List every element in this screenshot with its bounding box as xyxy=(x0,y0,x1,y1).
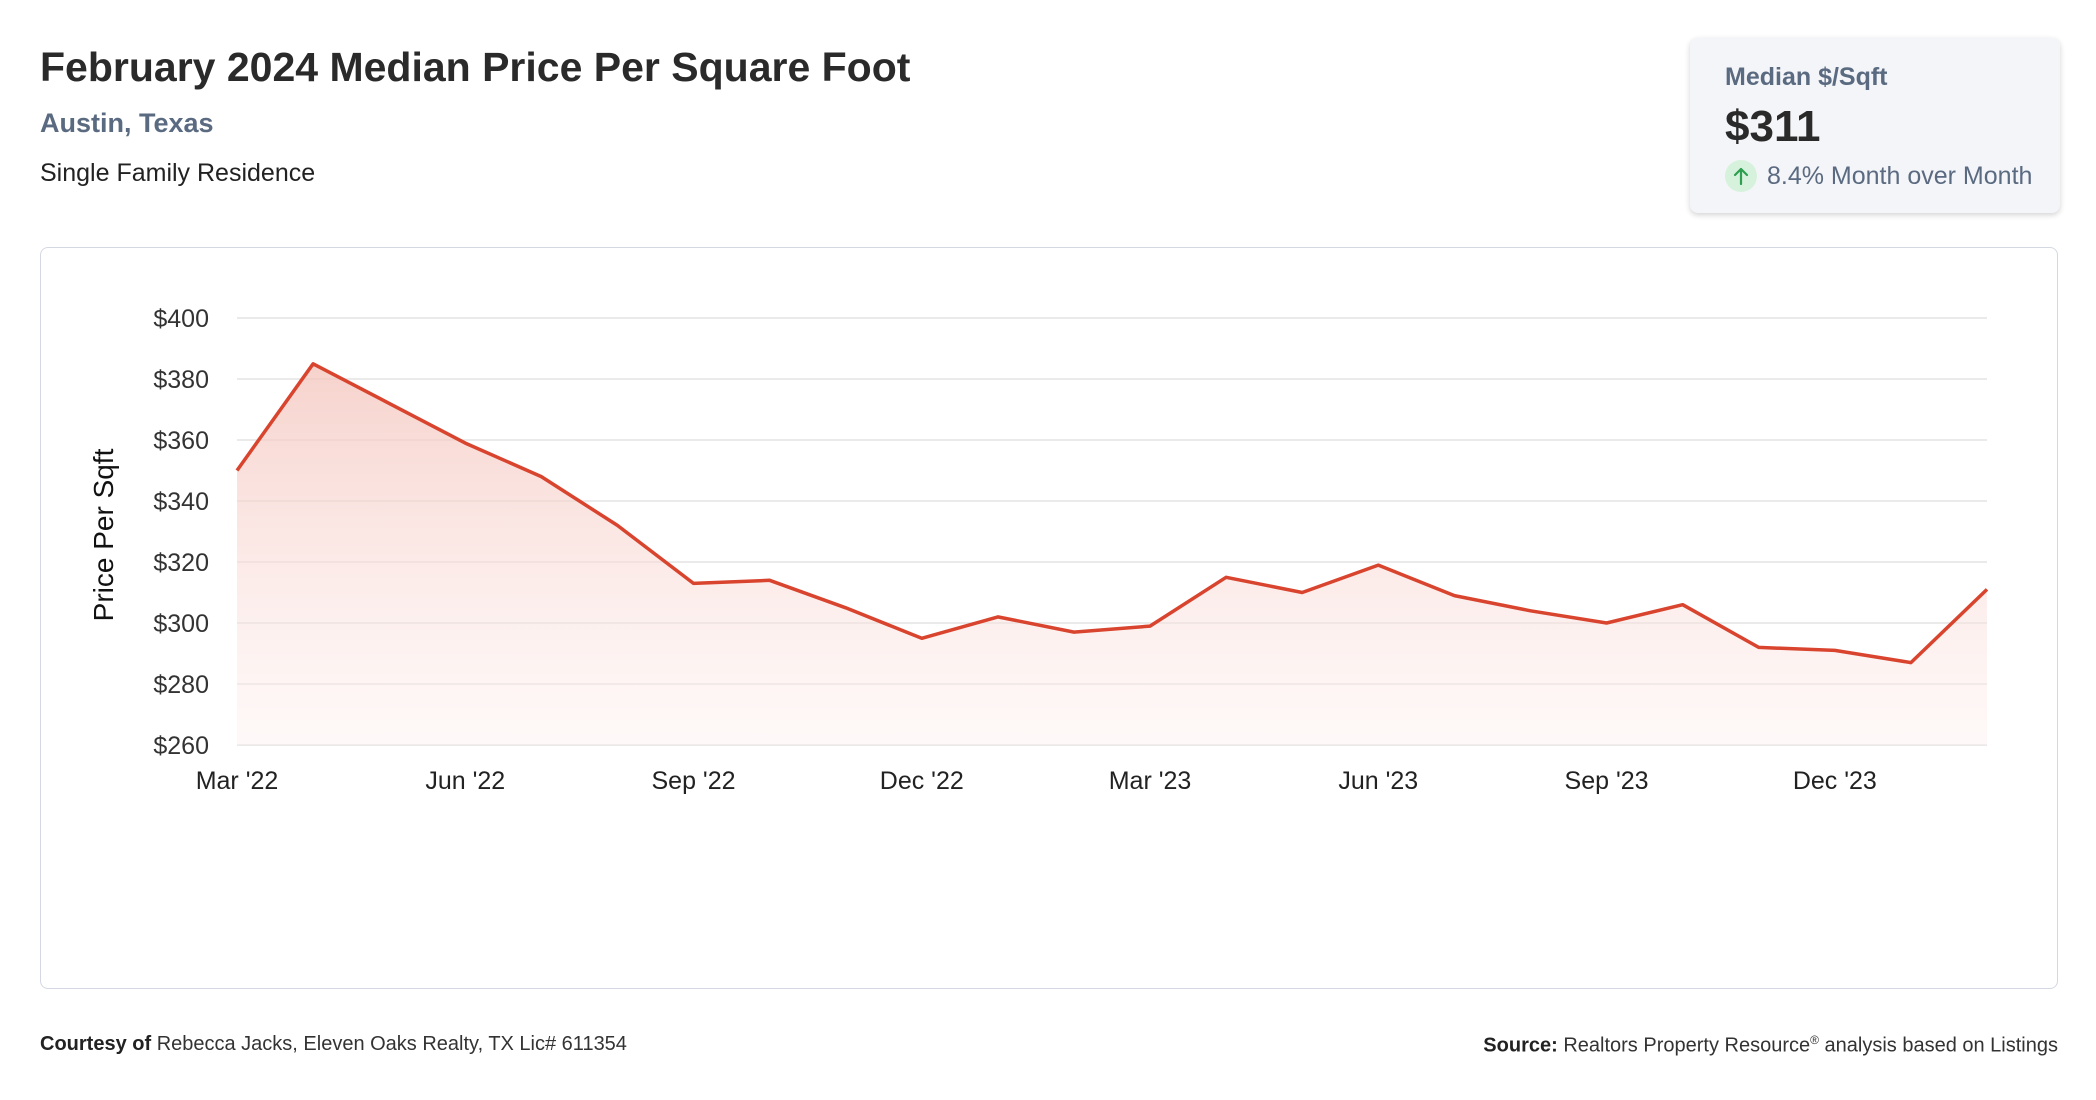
data-point xyxy=(539,475,543,479)
arrow-up-icon xyxy=(1725,160,1757,192)
y-tick-label: $280 xyxy=(153,671,209,699)
series-area xyxy=(237,363,1987,745)
data-point xyxy=(1376,563,1380,567)
x-tick-label: Sep '22 xyxy=(652,767,736,795)
stat-change: 8.4% Month over Month xyxy=(1725,160,2032,192)
data-point xyxy=(844,606,848,610)
data-point xyxy=(387,401,391,405)
footer-courtesy: Courtesy of Rebecca Jacks, Eleven Oaks R… xyxy=(40,1033,627,1056)
location-subtitle: Austin, Texas xyxy=(40,108,214,138)
data-point xyxy=(311,362,315,366)
source-text-post: analysis based on Listings xyxy=(1818,1034,2059,1057)
data-point xyxy=(692,581,696,585)
property-type-label: Single Family Residence xyxy=(40,159,316,187)
stat-value: $311 xyxy=(1725,102,1821,151)
footer-source: Source: Realtors Property Resource® anal… xyxy=(1483,1033,2058,1058)
data-point xyxy=(1909,661,1913,665)
courtesy-label: Courtesy of xyxy=(40,1033,152,1055)
data-point xyxy=(235,469,239,473)
y-tick-label: $360 xyxy=(153,427,209,455)
series-line xyxy=(235,362,1989,665)
source-label: Source: xyxy=(1483,1034,1558,1057)
data-point xyxy=(1833,648,1837,652)
x-tick-label: Jun '22 xyxy=(425,767,505,795)
y-tick-label: $400 xyxy=(153,305,209,333)
data-point xyxy=(1148,624,1152,628)
courtesy-text: Rebecca Jacks, Eleven Oaks Realty, TX Li… xyxy=(156,1033,627,1055)
median-stat-card: Median $/Sqft $311 8.4% Month over Month xyxy=(1690,38,2060,213)
x-tick-label: Dec '22 xyxy=(880,767,964,795)
source-text: Realtors Property Resource xyxy=(1563,1034,1811,1057)
y-axis-label: Price Per Sqft xyxy=(88,448,119,621)
data-point xyxy=(920,636,924,640)
data-point xyxy=(1452,594,1456,598)
data-point xyxy=(768,578,772,582)
data-point xyxy=(1681,603,1685,607)
data-point xyxy=(1757,645,1761,649)
data-point xyxy=(1300,591,1304,595)
registered-mark: ® xyxy=(1810,1033,1819,1047)
data-point xyxy=(996,615,1000,619)
y-tick-label: $260 xyxy=(153,732,209,760)
data-point xyxy=(1985,587,1989,591)
y-tick-label: $320 xyxy=(153,549,209,577)
page-title: February 2024 Median Price Per Square Fo… xyxy=(40,44,911,90)
stat-label: Median $/Sqft xyxy=(1725,63,1888,91)
y-tick-label: $380 xyxy=(153,366,209,394)
data-point xyxy=(1224,575,1228,579)
x-tick-label: Jun '23 xyxy=(1338,767,1418,795)
x-tick-label: Sep '23 xyxy=(1565,767,1649,795)
price-chart: $400 $380 $360 $340 $320 $300 $280 $260 Mar '22… xyxy=(88,305,1989,795)
x-tick-label: Dec '23 xyxy=(1793,767,1877,795)
data-point xyxy=(1605,621,1609,625)
x-tick-label: Mar '23 xyxy=(1109,767,1192,795)
data-point xyxy=(463,441,467,445)
data-point xyxy=(615,523,619,527)
chart-container: $400 $380 $360 $340 $320 $300 $280 $260 Mar '22… xyxy=(40,247,2058,989)
stat-change-text: 8.4% Month over Month xyxy=(1767,161,2033,190)
y-tick-label: $300 xyxy=(153,610,209,638)
x-tick-label: Mar '22 xyxy=(196,767,279,795)
data-point xyxy=(1072,630,1076,634)
data-point xyxy=(1528,609,1532,613)
y-tick-label: $340 xyxy=(153,488,209,516)
